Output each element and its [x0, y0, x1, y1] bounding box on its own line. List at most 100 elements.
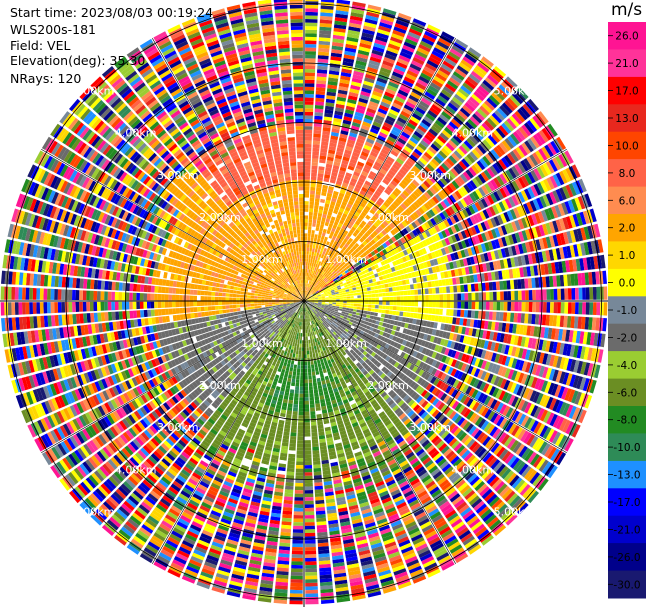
gate-165	[320, 12, 333, 17]
gate-2329	[424, 282, 429, 288]
gate-158	[318, 37, 331, 42]
gate-2495	[411, 295, 415, 301]
gate-1526	[529, 117, 541, 130]
gate-1199	[325, 274, 330, 279]
gate-1527	[532, 115, 543, 128]
gate-793	[349, 209, 356, 215]
gate-162	[319, 23, 332, 28]
gate-1671	[472, 190, 480, 201]
gate-591	[394, 23, 408, 31]
gate-1472	[379, 238, 385, 244]
gate-1504	[468, 166, 477, 177]
gate-530	[326, 229, 331, 235]
gate-942	[317, 277, 321, 281]
gate-1634	[361, 262, 366, 267]
gate-1271	[498, 84, 511, 96]
gate-2601	[485, 301, 490, 310]
gate-1166	[441, 129, 452, 139]
gate-531	[327, 226, 332, 231]
gate-1203	[335, 264, 340, 268]
gate-1705	[319, 290, 323, 293]
gate-2732	[346, 305, 351, 309]
gate-1591	[480, 171, 490, 182]
gate-1329	[440, 162, 450, 172]
gate-2815	[339, 306, 343, 309]
gate-806	[371, 167, 379, 174]
gate-2404	[389, 292, 394, 297]
gate-799	[359, 189, 366, 196]
gate-383	[336, 147, 344, 153]
gate-1201	[330, 269, 335, 274]
gate-1318	[413, 190, 421, 198]
gate-209	[319, 159, 326, 164]
gate-2234	[387, 282, 393, 288]
gate-1126	[351, 240, 357, 246]
gate-1012	[454, 68, 467, 78]
gate-1235	[412, 179, 420, 187]
gate-701	[334, 229, 340, 235]
gate-1117	[331, 265, 335, 269]
gate-686	[312, 278, 316, 282]
gate-2647	[346, 303, 351, 306]
gate-2438	[510, 279, 515, 290]
gate-1653	[418, 225, 425, 233]
gate-148	[316, 72, 327, 78]
gate-2514	[478, 292, 483, 301]
gate-1082	[434, 119, 445, 129]
gate-1517	[504, 137, 515, 149]
gate-433	[311, 270, 314, 274]
gate-1006	[443, 86, 455, 96]
gate-1367	[322, 282, 327, 286]
gate-221	[323, 116, 333, 121]
gate-1622	[325, 285, 329, 289]
gate-600	[310, 281, 313, 285]
gate-323	[343, 57, 355, 64]
gate-1406	[426, 189, 434, 198]
gate-637	[358, 157, 366, 164]
gate-1138	[378, 207, 385, 214]
gate-2309	[353, 292, 358, 296]
gate-665	[394, 64, 407, 73]
gate-516	[310, 277, 313, 281]
gate-1579	[446, 196, 454, 206]
gate-2532	[542, 289, 547, 300]
gate-302	[331, 131, 339, 137]
gate-1462	[351, 260, 356, 266]
gate-4863	[311, 364, 315, 369]
gate-1751	[462, 208, 469, 218]
gate-1236	[414, 176, 423, 185]
gate-2648	[350, 303, 354, 306]
gate-495	[369, 56, 382, 63]
gate-2612	[525, 302, 529, 312]
gate-2741	[378, 309, 383, 313]
gate-350	[311, 262, 314, 267]
gate-2317	[381, 288, 386, 293]
gate-1342	[473, 130, 484, 141]
gate-1272	[500, 81, 513, 94]
gate-1106	[306, 295, 309, 299]
gate-1656	[427, 219, 434, 228]
gate-1776	[539, 164, 549, 177]
gate-989	[409, 136, 419, 145]
gate-4875	[315, 406, 321, 411]
gate-694	[324, 252, 329, 257]
gate-1254	[457, 129, 468, 139]
gate-2325	[409, 284, 414, 290]
gate-2622	[560, 302, 565, 314]
gate-1454	[329, 278, 333, 282]
gate-1679	[496, 175, 505, 186]
gate-882	[361, 199, 368, 205]
gate-538	[335, 202, 341, 208]
gate-1306	[382, 220, 389, 227]
gate-1253	[455, 131, 465, 142]
gate-1344	[478, 125, 489, 136]
gate-757	[416, 47, 430, 56]
gate-1610	[535, 132, 546, 145]
gate-769	[310, 285, 313, 289]
gate-265	[309, 262, 312, 266]
gate-2576	[396, 301, 401, 306]
gate-1037	[339, 249, 345, 254]
gate-2236	[394, 281, 400, 287]
gate-647	[371, 124, 381, 132]
